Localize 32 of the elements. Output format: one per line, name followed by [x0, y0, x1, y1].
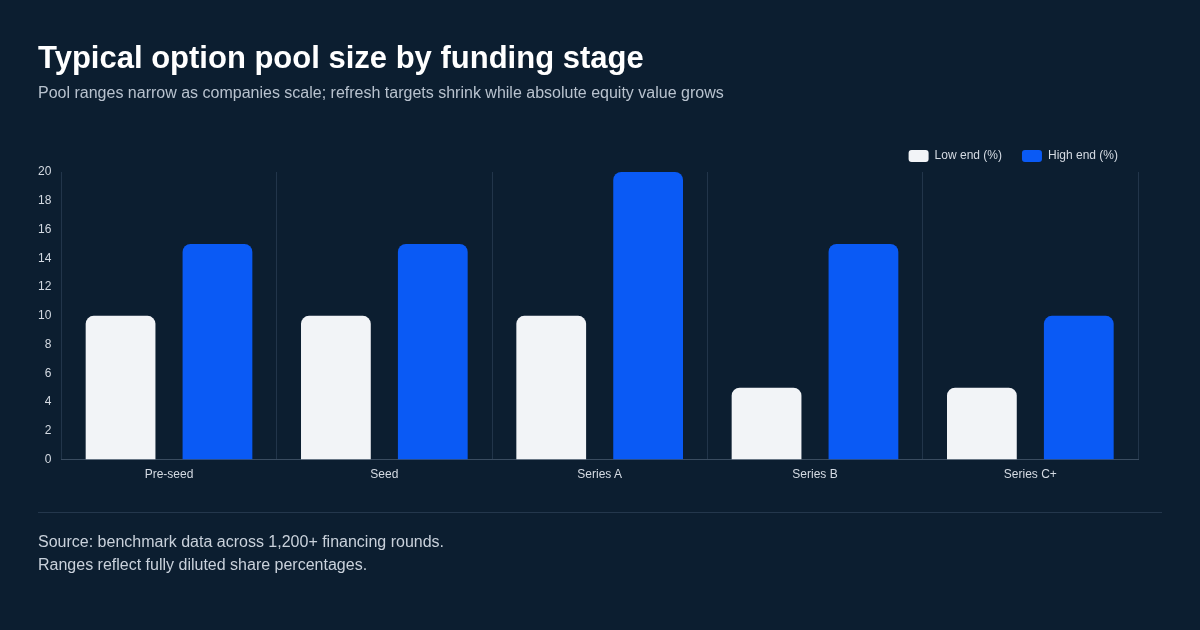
y-tick-label: 2: [44, 423, 52, 438]
bar: [85, 315, 156, 460]
x-tick-label: Seed: [370, 467, 399, 482]
y-tick-label: 16: [37, 221, 52, 236]
y-tick-label: 10: [37, 308, 52, 323]
x-tick-label: Series C+: [1003, 467, 1057, 482]
source-note: Source: benchmark data across 1,200+ financing rounds.: [38, 532, 445, 552]
legend-label: Low end (%): [934, 148, 1002, 163]
y-tick-label: 6: [44, 365, 52, 380]
bar: [301, 315, 371, 460]
y-tick-label: 8: [44, 336, 52, 351]
bar: [613, 172, 684, 460]
x-tick-label: Series B: [792, 467, 838, 482]
bar: [182, 243, 253, 460]
y-tick-label: 0: [44, 451, 52, 466]
y-tick-label: 12: [37, 279, 52, 294]
bar: [397, 243, 468, 460]
legend-label: High end (%): [1047, 148, 1118, 163]
y-tick-label: 18: [37, 193, 52, 208]
text: Ranges reflect fully diluted share percentages.: [38, 555, 369, 575]
bar: [947, 387, 1017, 460]
x-tick-label: Pre-seed: [144, 467, 194, 482]
chart-title: Typical option pool size by funding stage: [38, 40, 644, 76]
bar: [1043, 315, 1114, 460]
x-tick-label: Series A: [577, 467, 623, 482]
y-tick-label: 4: [44, 394, 52, 409]
bar: [731, 387, 802, 460]
y-tick-label: 14: [37, 250, 52, 265]
bar: [516, 315, 587, 460]
y-tick-label: 20: [37, 164, 52, 179]
chart-subtitle: Pool ranges narrow as companies scale; refresh targets shrink while absolute equity value grows: [38, 84, 724, 102]
bar: [828, 243, 899, 460]
